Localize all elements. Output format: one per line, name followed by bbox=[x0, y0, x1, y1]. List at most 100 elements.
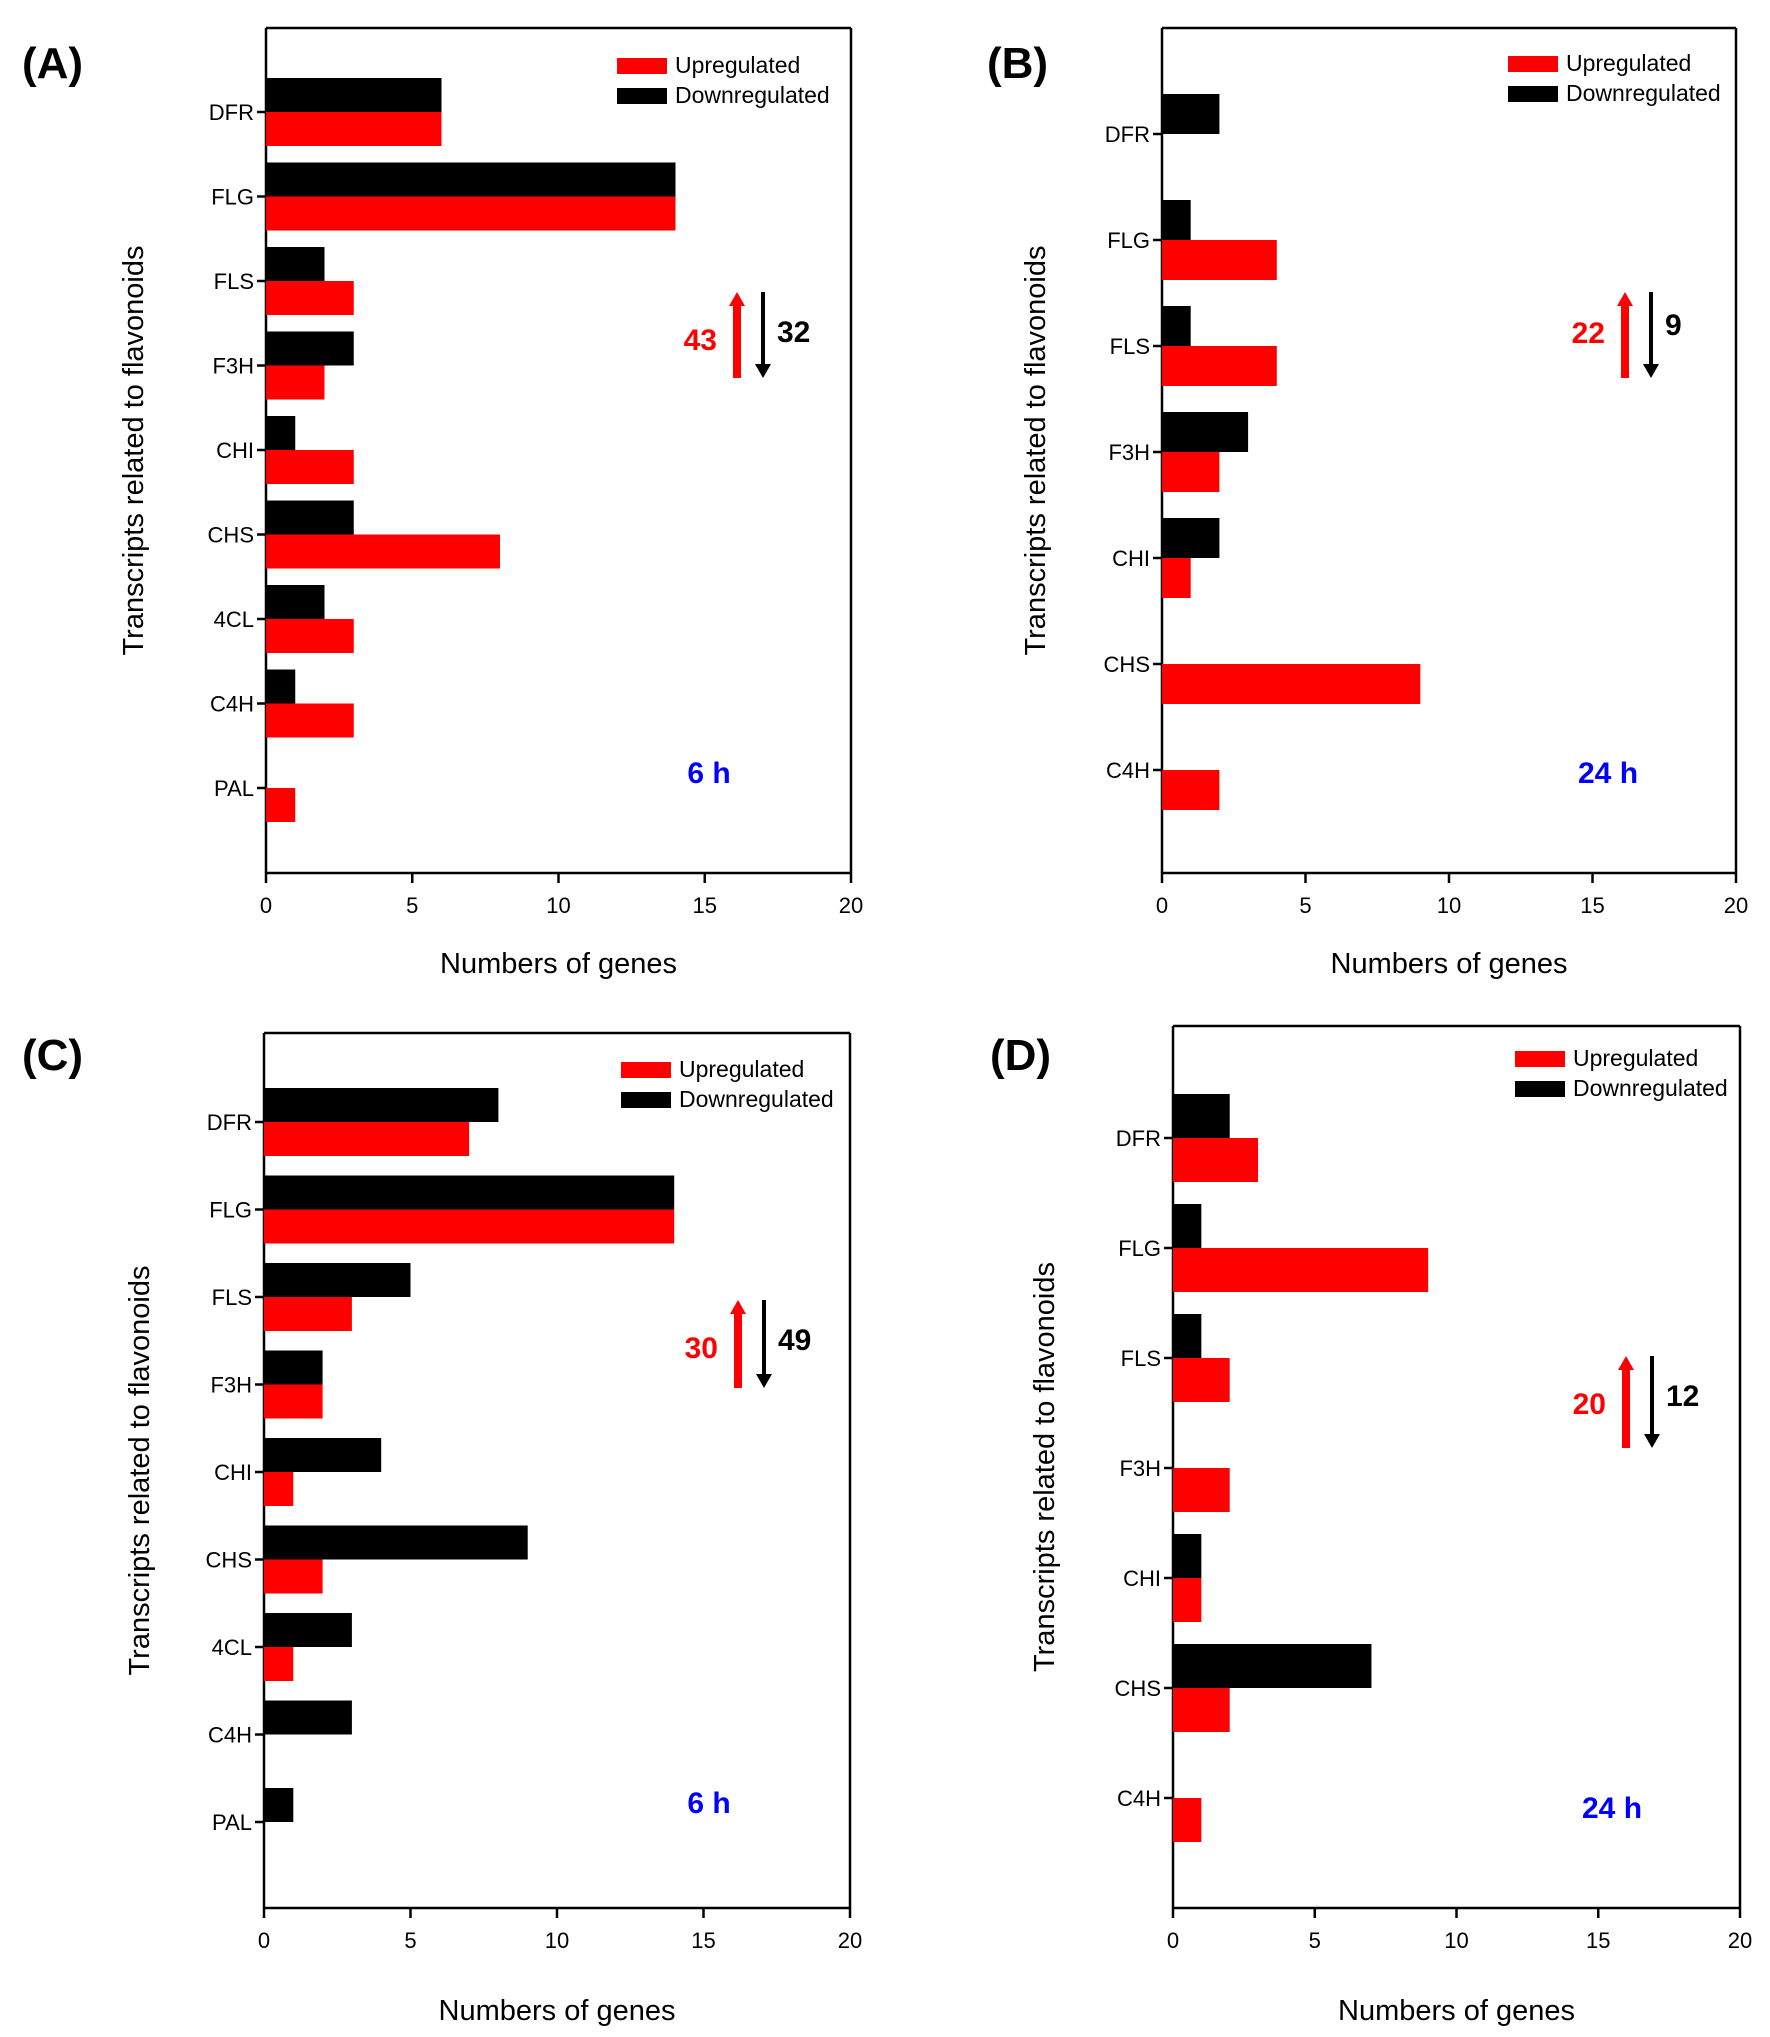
legend-swatch-up-a bbox=[617, 58, 667, 74]
bar-up-a-chi bbox=[266, 450, 354, 484]
bar-up-c-chs bbox=[264, 1559, 323, 1594]
bar-down-a-f3h bbox=[266, 331, 354, 366]
up-arrow-icon-a bbox=[729, 292, 745, 306]
bar-up-a-dfr bbox=[266, 112, 442, 146]
up-arrow-icon-b bbox=[1617, 292, 1633, 306]
bar-up-a-chs bbox=[266, 534, 500, 569]
bar-up-d-dfr bbox=[1173, 1138, 1259, 1182]
x-axis-title-d: Numbers of genes bbox=[1338, 1995, 1575, 2027]
bar-up-a-c4h bbox=[266, 703, 354, 738]
category-label-b-5: CHS bbox=[1104, 652, 1150, 677]
time-label-c: 6 h bbox=[687, 1787, 730, 1820]
category-label-c-8: PAL bbox=[212, 1810, 252, 1835]
down-arrow-icon-a bbox=[755, 364, 771, 378]
bar-up-a-4cl bbox=[266, 619, 354, 653]
panel-label-c: (C) bbox=[22, 1031, 83, 1080]
legend-label-down-d: Downregulated bbox=[1573, 1075, 1728, 1101]
x-tick-label-b-1: 5 bbox=[1299, 893, 1311, 918]
time-label-a: 6 h bbox=[687, 757, 730, 790]
bar-down-c-chi bbox=[264, 1438, 382, 1472]
bar-up-a-f3h bbox=[266, 365, 325, 400]
category-label-c-1: FLG bbox=[209, 1198, 252, 1223]
x-tick-label-a-1: 5 bbox=[406, 893, 418, 918]
bar-up-c-chi bbox=[264, 1472, 294, 1506]
category-label-d-2: FLS bbox=[1121, 1346, 1161, 1371]
category-label-b-1: FLG bbox=[1107, 228, 1150, 253]
legend-swatch-down-a bbox=[617, 88, 667, 104]
y-axis-title-c: Transcripts related to flavonoids bbox=[124, 1266, 156, 1676]
bar-down-c-f3h bbox=[264, 1350, 323, 1385]
bar-up-c-flg bbox=[264, 1209, 675, 1244]
category-label-a-8: PAL bbox=[214, 776, 254, 801]
x-tick-label-b-3: 15 bbox=[1580, 893, 1604, 918]
bar-down-a-4cl bbox=[266, 585, 325, 619]
down-count-b: 9 bbox=[1665, 309, 1682, 342]
bar-down-b-f3h bbox=[1162, 412, 1249, 452]
panel-label-b: (B) bbox=[987, 39, 1048, 88]
category-label-b-3: F3H bbox=[1108, 440, 1150, 465]
x-axis-title-a: Numbers of genes bbox=[440, 948, 677, 980]
bar-up-a-fls bbox=[266, 281, 354, 315]
x-tick-label-d-4: 20 bbox=[1728, 1928, 1752, 1953]
category-label-c-7: C4H bbox=[208, 1723, 252, 1748]
bar-up-b-chi bbox=[1162, 558, 1191, 598]
bar-up-d-c4h bbox=[1173, 1798, 1202, 1842]
bar-up-d-flg bbox=[1173, 1248, 1429, 1292]
bar-down-c-c4h bbox=[264, 1700, 352, 1735]
bar-down-a-c4h bbox=[266, 669, 296, 704]
category-label-d-1: FLG bbox=[1118, 1236, 1161, 1261]
bar-down-b-dfr bbox=[1162, 94, 1220, 134]
x-tick-label-c-0: 0 bbox=[258, 1928, 270, 1953]
up-arrow-icon-c bbox=[730, 1300, 746, 1314]
up-count-d: 20 bbox=[1573, 1388, 1606, 1421]
x-tick-label-d-0: 0 bbox=[1167, 1928, 1179, 1953]
down-arrow-icon-d bbox=[1644, 1434, 1660, 1448]
bar-down-a-dfr bbox=[266, 78, 442, 112]
down-count-c: 49 bbox=[778, 1324, 811, 1357]
legend-label-down-a: Downregulated bbox=[675, 82, 830, 108]
legend-swatch-down-d bbox=[1515, 1081, 1565, 1097]
bar-up-a-pal bbox=[266, 788, 296, 822]
bar-down-d-dfr bbox=[1173, 1094, 1230, 1138]
x-tick-label-d-3: 15 bbox=[1586, 1928, 1610, 1953]
category-label-c-3: F3H bbox=[210, 1373, 252, 1398]
category-label-d-4: CHI bbox=[1123, 1566, 1161, 1591]
x-axis-title-b: Numbers of genes bbox=[1331, 948, 1568, 980]
category-label-a-7: C4H bbox=[210, 692, 254, 717]
bar-down-d-chi bbox=[1173, 1534, 1202, 1578]
bar-up-b-fls bbox=[1162, 346, 1277, 386]
bar-up-c-f3h bbox=[264, 1384, 323, 1419]
category-label-c-5: CHS bbox=[206, 1548, 252, 1573]
bar-up-b-f3h bbox=[1162, 452, 1220, 492]
bar-down-b-chi bbox=[1162, 518, 1220, 558]
bar-down-d-flg bbox=[1173, 1204, 1202, 1248]
legend-label-up-d: Upregulated bbox=[1573, 1045, 1698, 1071]
category-label-a-1: FLG bbox=[211, 185, 254, 210]
legend-swatch-down-c bbox=[621, 1092, 671, 1108]
bar-down-c-flg bbox=[264, 1175, 675, 1210]
category-label-b-0: DFR bbox=[1105, 122, 1150, 147]
up-count-b: 22 bbox=[1572, 317, 1605, 350]
down-arrow-icon-c bbox=[756, 1374, 772, 1388]
bar-down-d-chs bbox=[1173, 1644, 1372, 1688]
up-arrow-icon-d bbox=[1618, 1356, 1634, 1370]
category-label-a-0: DFR bbox=[209, 100, 254, 125]
down-count-d: 12 bbox=[1666, 1380, 1699, 1413]
category-label-b-2: FLS bbox=[1110, 334, 1150, 359]
bar-down-d-fls bbox=[1173, 1314, 1202, 1358]
category-label-c-0: DFR bbox=[207, 1110, 252, 1135]
bar-up-c-fls bbox=[264, 1297, 352, 1331]
down-count-a: 32 bbox=[777, 316, 810, 349]
x-tick-label-b-2: 10 bbox=[1437, 893, 1461, 918]
bar-down-c-fls bbox=[264, 1263, 411, 1297]
bar-up-b-chs bbox=[1162, 664, 1421, 704]
category-label-d-3: F3H bbox=[1119, 1456, 1161, 1481]
x-tick-label-d-1: 5 bbox=[1309, 1928, 1321, 1953]
x-tick-label-a-4: 20 bbox=[839, 893, 863, 918]
x-tick-label-a-3: 15 bbox=[693, 893, 717, 918]
x-tick-label-c-4: 20 bbox=[838, 1928, 862, 1953]
x-axis-title-c: Numbers of genes bbox=[439, 1995, 676, 2027]
x-tick-label-c-1: 5 bbox=[404, 1928, 416, 1953]
category-label-d-6: C4H bbox=[1117, 1786, 1161, 1811]
